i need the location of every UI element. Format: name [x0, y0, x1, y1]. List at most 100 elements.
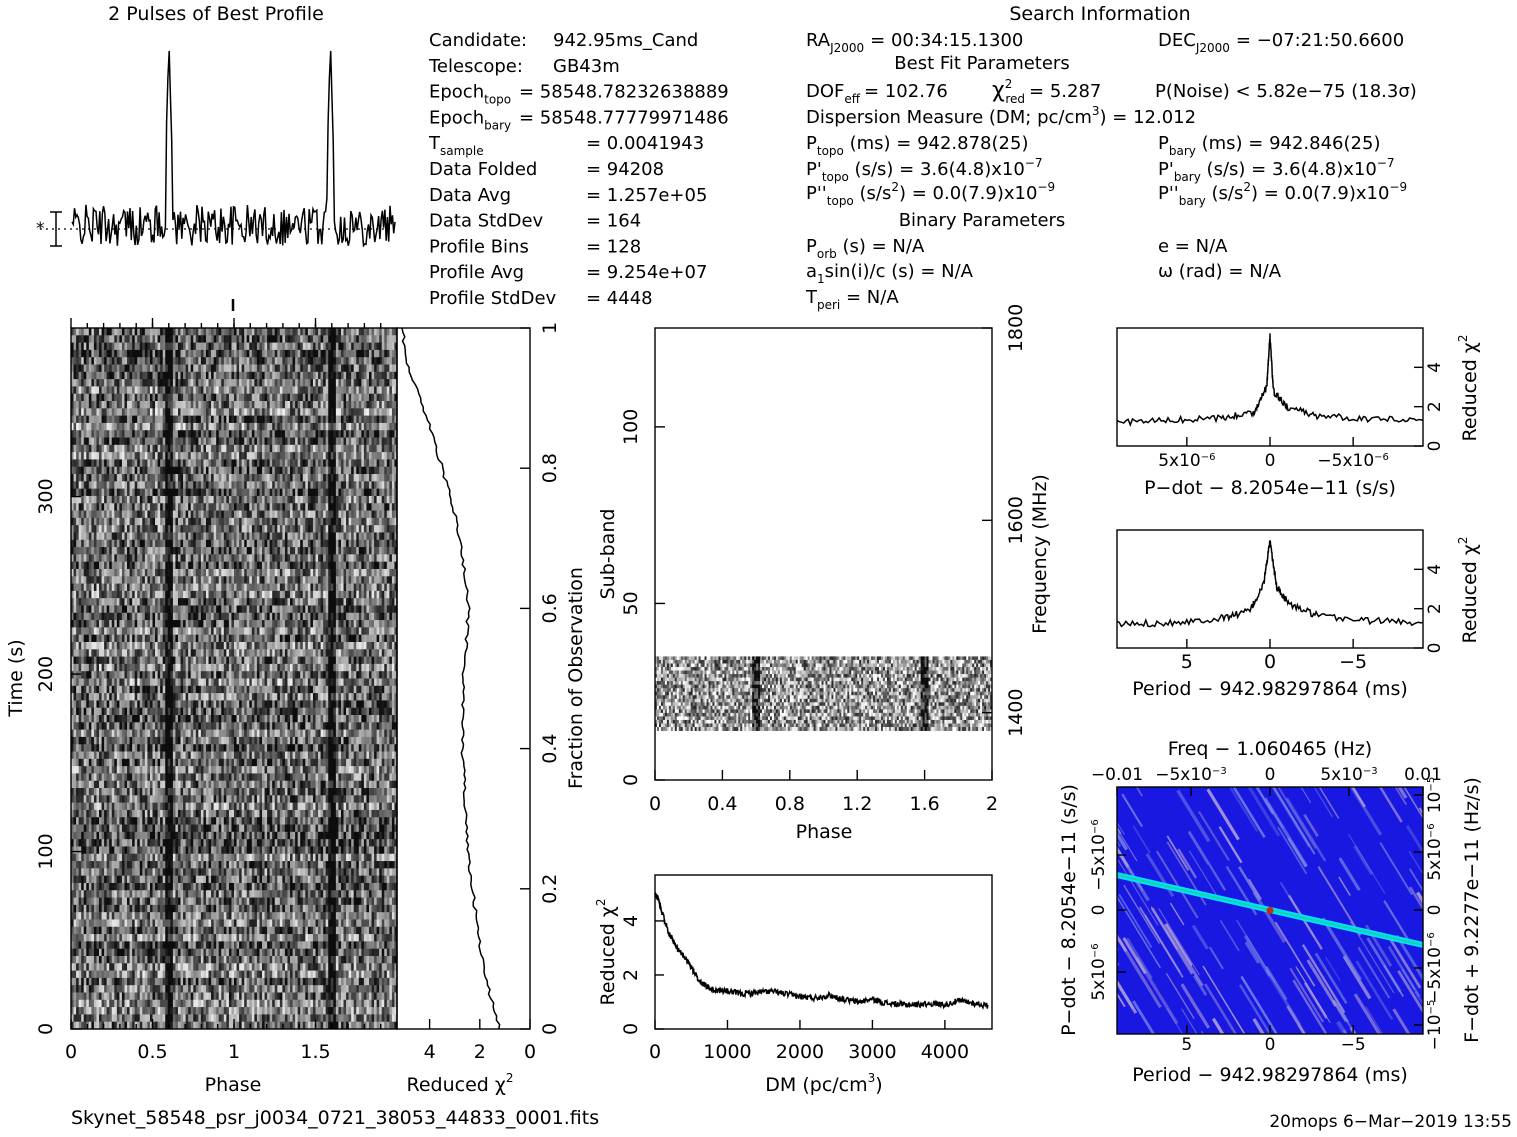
heat-cell	[94, 335, 97, 343]
heat-cell	[293, 423, 296, 431]
heat-cell	[186, 467, 189, 475]
heat-cell	[76, 386, 79, 394]
heat-cell	[99, 394, 102, 402]
heat-cell	[219, 416, 222, 424]
heat-cell	[198, 328, 201, 336]
heat-cell	[86, 489, 89, 497]
heat-cell	[102, 335, 105, 343]
heat-cell	[226, 365, 229, 373]
heat-cell	[122, 459, 125, 467]
heat-cell	[114, 481, 117, 489]
heat-cell	[104, 416, 107, 424]
heat-cell	[354, 416, 357, 424]
heat-cell	[374, 416, 377, 424]
heat-cell	[374, 511, 377, 519]
heat-cell	[173, 598, 176, 606]
heat-cell	[181, 430, 184, 438]
heat-cell	[237, 481, 240, 489]
heat-cell	[150, 591, 153, 599]
heat-cell	[267, 474, 270, 482]
heat-cell	[84, 445, 87, 453]
heat-cell	[158, 518, 161, 526]
heat-cell	[81, 372, 84, 380]
heat-cell	[285, 335, 288, 343]
heat-cell	[392, 459, 395, 467]
heat-cell	[132, 452, 135, 460]
heat-cell	[310, 438, 313, 446]
heat-cell	[252, 496, 255, 504]
heat-cell	[252, 379, 255, 387]
heat-cell	[124, 525, 127, 533]
heat-cell	[150, 365, 153, 373]
heat-cell	[219, 503, 222, 511]
heat-cell	[183, 554, 186, 562]
heat-cell	[137, 365, 140, 373]
heat-cell	[359, 467, 362, 475]
heat-cell	[150, 540, 153, 548]
heat-cell	[379, 547, 382, 555]
heat-cell	[155, 386, 158, 394]
heat-cell	[127, 547, 130, 555]
heat-cell	[158, 562, 161, 570]
heat-cell	[89, 496, 92, 504]
heat-cell	[79, 401, 82, 409]
heat-cell	[379, 438, 382, 446]
heat-cell	[259, 386, 262, 394]
heat-cell	[336, 379, 339, 387]
heat-cell	[130, 350, 133, 358]
heat-cell	[366, 438, 369, 446]
heat-cell	[366, 518, 369, 526]
heat-cell	[382, 408, 385, 416]
heat-cell	[387, 569, 390, 577]
heat-cell	[341, 365, 344, 373]
heat-cell	[181, 328, 184, 336]
heat-cell	[109, 540, 112, 548]
heat-cell	[170, 459, 173, 467]
heat-cell	[326, 569, 329, 577]
heat-cell	[377, 343, 380, 351]
heat-cell	[94, 540, 97, 548]
heat-cell	[135, 503, 138, 511]
heat-cell	[277, 547, 280, 555]
heat-cell	[374, 386, 377, 394]
heat-cell	[354, 357, 357, 365]
heat-cell	[369, 459, 372, 467]
heat-cell	[254, 350, 257, 358]
heat-cell	[303, 598, 306, 606]
heat-cell	[259, 511, 262, 519]
heat-cell	[244, 365, 247, 373]
heat-cell	[178, 547, 181, 555]
heat-cell	[366, 423, 369, 431]
heat-cell	[209, 489, 212, 497]
heat-cell	[209, 591, 212, 599]
heat-cell	[112, 503, 115, 511]
heat-cell	[74, 532, 77, 540]
heat-cell	[188, 430, 191, 438]
heat-cell	[298, 540, 301, 548]
heat-cell	[102, 328, 105, 336]
heat-cell	[206, 438, 209, 446]
heat-cell	[79, 394, 82, 402]
heat-cell	[119, 481, 122, 489]
heat-cell	[163, 562, 166, 570]
heat-cell	[216, 474, 219, 482]
heat-cell	[364, 540, 367, 548]
heat-cell	[74, 554, 77, 562]
heat-cell	[188, 562, 191, 570]
heat-cell	[112, 598, 115, 606]
heat-cell	[153, 489, 156, 497]
heat-cell	[130, 408, 133, 416]
heat-cell	[254, 525, 257, 533]
heat-cell	[117, 584, 120, 592]
heat-cell	[196, 591, 199, 599]
heat-cell	[107, 511, 110, 519]
heat-cell	[122, 335, 125, 343]
heat-cell	[252, 386, 255, 394]
heat-cell	[295, 569, 298, 577]
heat-cell	[346, 459, 349, 467]
heat-cell	[104, 474, 107, 482]
heat-cell	[155, 467, 158, 475]
heat-cell	[354, 532, 357, 540]
heat-cell	[389, 496, 392, 504]
heat-cell	[198, 357, 201, 365]
